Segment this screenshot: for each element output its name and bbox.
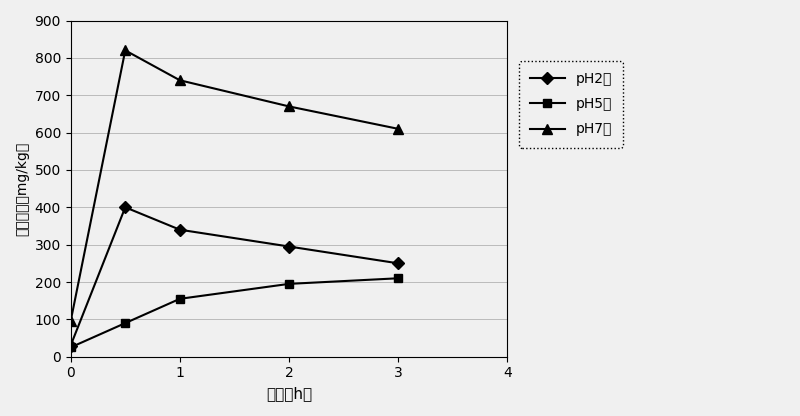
Line: pH7水: pH7水 [66,45,403,326]
pH5水 [394,276,403,281]
Y-axis label: 甲醇含量（mg/kg）: 甲醇含量（mg/kg） [15,141,29,236]
pH2水 [121,205,130,210]
pH7水 [175,78,185,83]
pH7水 [121,48,130,53]
pH2水 [394,261,403,266]
Line: pH5水: pH5水 [66,274,402,352]
pH2水 [175,227,185,232]
pH5水 [175,296,185,301]
Legend: pH2水, pH5水, pH7水: pH2水, pH5水, pH7水 [518,61,623,148]
pH5水 [66,345,75,350]
pH5水 [284,281,294,286]
pH5水 [121,321,130,326]
pH7水 [394,126,403,131]
pH7水 [284,104,294,109]
pH2水 [284,244,294,249]
Line: pH2水: pH2水 [66,203,402,350]
pH2水 [66,343,75,348]
X-axis label: 时间（h）: 时间（h） [266,386,312,401]
pH7水 [66,319,75,324]
